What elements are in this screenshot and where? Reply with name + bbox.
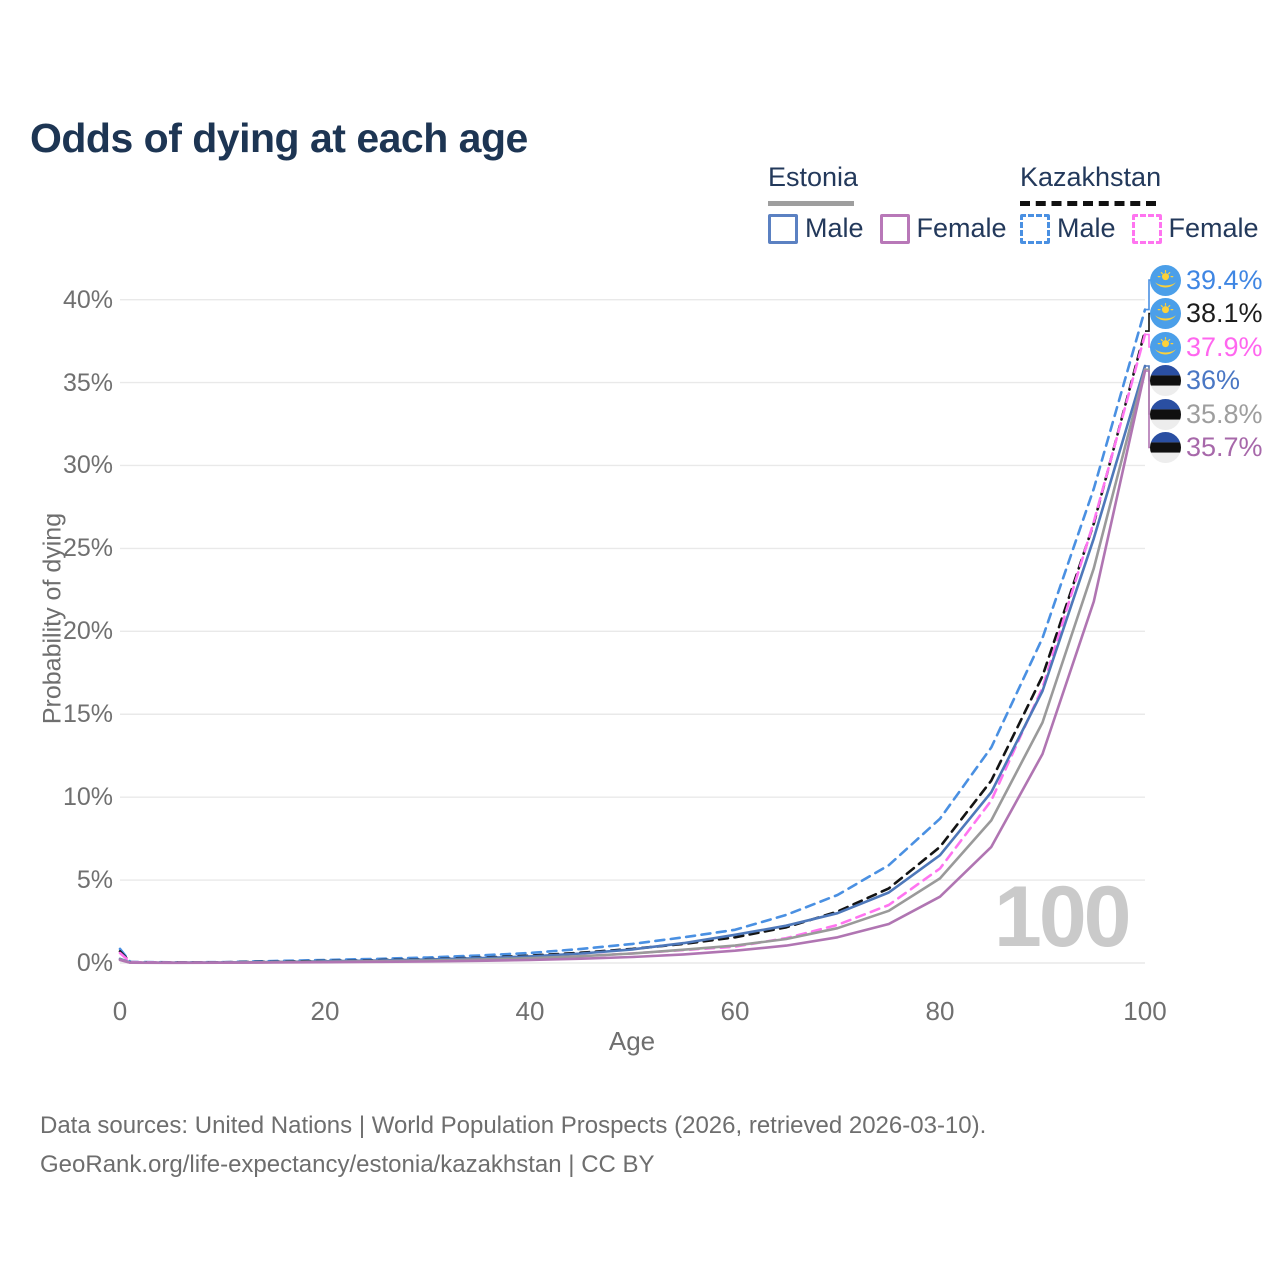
- end-label-kz-male: 39.4%: [1150, 264, 1263, 296]
- series-line-kz-female[interactable]: [118, 333, 1147, 964]
- legend-country-kazakhstan[interactable]: Kazakhstan: [1020, 162, 1259, 206]
- x-axis-title: Age: [608, 1026, 656, 1056]
- legend-group-estonia: Estonia Male Female: [768, 162, 1007, 244]
- x-tick-label: 20: [310, 996, 340, 1026]
- x-tick-label: 80: [925, 996, 955, 1026]
- series-line-est-female[interactable]: [118, 369, 1147, 965]
- legend-group-kazakhstan: Kazakhstan Male Female: [1020, 162, 1259, 244]
- end-label-est-female: 35.7%: [1150, 432, 1263, 464]
- flag-kazakhstan-icon: [1150, 264, 1181, 296]
- end-label-value: 38.1%: [1186, 298, 1263, 328]
- legend-item-estonia-male[interactable]: Male: [768, 213, 864, 244]
- y-tick-label: 30%: [62, 451, 113, 480]
- legend-item-label: Male: [1057, 213, 1116, 243]
- source-url-line: GeoRank.org/life-expectancy/estonia/kaza…: [40, 1151, 655, 1178]
- legend-item-kazakhstan-female[interactable]: Female: [1131, 213, 1259, 244]
- end-label-value: 35.8%: [1186, 398, 1263, 429]
- end-label-kz-female: 37.9%: [1150, 331, 1263, 363]
- flag-estonia-icon: [1150, 432, 1181, 463]
- legend-item-estonia-female[interactable]: Female: [879, 213, 1007, 244]
- kazakhstan-male-swatch-icon: [1020, 213, 1050, 244]
- y-tick-label: 25%: [62, 534, 113, 563]
- gridlines: [120, 298, 1145, 964]
- data-sources-line: Data sources: United Nations | World Pop…: [40, 1112, 987, 1139]
- end-label-kz-both: 38.1%: [1150, 298, 1263, 330]
- legend-country-label: Kazakhstan: [1020, 162, 1162, 192]
- x-tick-label: 60: [720, 996, 750, 1026]
- flag-kazakhstan-icon: [1150, 331, 1181, 363]
- flag-estonia-icon: [1150, 398, 1181, 430]
- legend-item-label: Male: [805, 213, 864, 243]
- estonia-female-swatch-icon: [879, 213, 910, 244]
- legend-country-label: Estonia: [768, 162, 859, 192]
- estonia-male-swatch-icon: [768, 213, 798, 244]
- series-line-kz-male[interactable]: [118, 308, 1147, 964]
- legend-item-kazakhstan-male[interactable]: Male: [1020, 213, 1116, 244]
- y-tick-label: 5%: [76, 866, 113, 895]
- page-title: Odds of dying at each age: [30, 115, 528, 162]
- y-tick-label: 20%: [62, 617, 113, 646]
- source-attribution: Data sources: United Nations | World Pop…: [40, 1106, 986, 1184]
- y-tick-label: 10%: [62, 783, 113, 812]
- y-tick-label: 40%: [62, 285, 113, 314]
- kazakhstan-line-style-sample: [1020, 201, 1156, 206]
- end-label-value: 37.9%: [1186, 331, 1263, 362]
- flag-kazakhstan-icon: [1150, 298, 1181, 329]
- end-label-est-male: 36%: [1150, 365, 1240, 397]
- end-label-value: 36%: [1186, 365, 1241, 395]
- end-label-value: 35.7%: [1186, 432, 1263, 462]
- age-watermark: 100: [994, 869, 1131, 965]
- end-label-est-both: 35.8%: [1150, 398, 1263, 430]
- series-line-kz-both[interactable]: [118, 329, 1147, 964]
- y-tick-label: 0%: [76, 949, 113, 977]
- end-label-value: 39.4%: [1186, 264, 1263, 295]
- kazakhstan-female-swatch-icon: [1131, 213, 1162, 244]
- legend-item-label: Female: [916, 213, 1007, 243]
- x-tick-label: 40: [515, 996, 545, 1026]
- y-tick-label: 15%: [62, 700, 113, 729]
- y-tick-label: 35%: [62, 368, 113, 397]
- series-line-est-both[interactable]: [118, 367, 1147, 965]
- x-tick-label: 0: [112, 996, 128, 1026]
- legend-item-label: Female: [1168, 213, 1259, 243]
- x-tick-label: 100: [1123, 996, 1167, 1026]
- estonia-line-style-sample: [768, 201, 854, 206]
- legend-country-estonia[interactable]: Estonia: [768, 162, 1007, 206]
- flag-estonia-icon: [1150, 365, 1181, 396]
- series-line-est-male[interactable]: [118, 364, 1147, 965]
